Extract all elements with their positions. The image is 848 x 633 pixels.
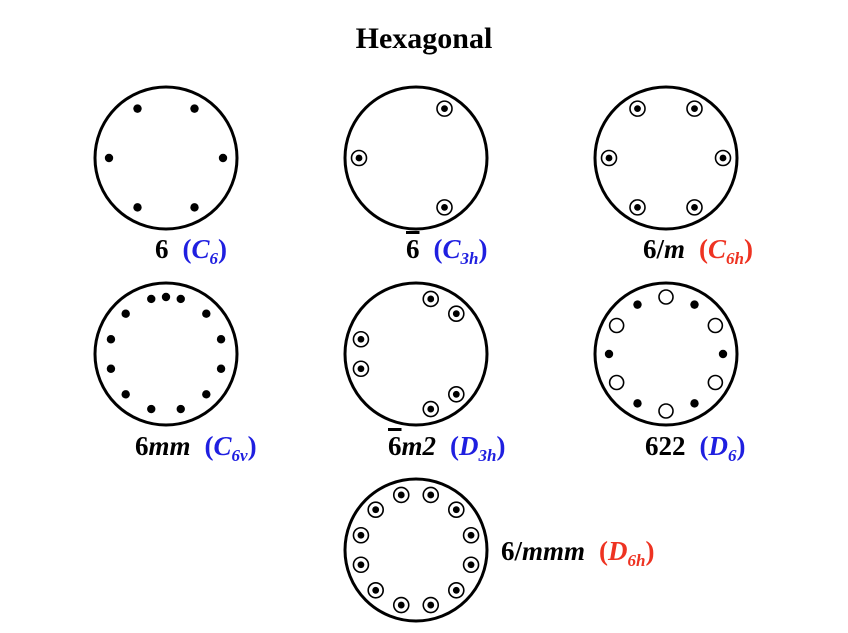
diagram-title: Hexagonal <box>355 22 493 55</box>
hm-symbol: 6/mmm <box>501 536 586 566</box>
pole-dot <box>690 300 699 309</box>
schoenflies-symbol: (C6h) <box>699 234 754 268</box>
label-6: 6 (C6) <box>155 234 228 268</box>
label-6mm: 6mm (C6v) <box>135 431 257 465</box>
schoenflies-symbol: (C3h) <box>433 234 488 268</box>
pole-circle-dot <box>462 526 480 544</box>
pole-circle-dot <box>350 149 368 167</box>
pole-circle-dot <box>352 526 370 544</box>
pole-circle-dot <box>352 360 370 378</box>
pole-dot <box>216 364 226 373</box>
hm-symbol: 6 <box>406 234 420 264</box>
pole-dot <box>216 335 226 344</box>
pole-circle-dot <box>367 582 384 599</box>
pole-dot <box>690 399 699 408</box>
pole-open-circle <box>707 374 724 391</box>
primitive-circle <box>93 281 239 427</box>
pole-circle-dot <box>422 486 440 504</box>
primitive-circle <box>343 281 489 427</box>
primitive-circle <box>343 477 489 623</box>
hm-symbol: 6m2 <box>388 431 437 461</box>
schoenflies-symbol: (D6h) <box>599 536 655 570</box>
pole-circle-dot <box>686 199 703 216</box>
pole-circle-dot <box>714 149 732 167</box>
hm-symbol: 622 <box>645 431 686 461</box>
pole-dot <box>604 349 614 359</box>
stereogram-6 <box>93 85 239 231</box>
pole-dot <box>106 364 116 373</box>
pole-dot <box>633 399 642 408</box>
pole-dot <box>121 309 130 318</box>
stereogram--6 <box>343 85 489 231</box>
schoenflies-symbol: (D3h) <box>450 431 506 465</box>
stereogram-6mm <box>93 281 239 427</box>
pole-dot <box>176 404 185 414</box>
pole-circle-dot <box>448 582 465 599</box>
schoenflies-symbol: (C6v) <box>204 431 257 465</box>
pole-dot <box>718 349 728 359</box>
pole-dot <box>633 300 642 309</box>
pole-dot <box>176 294 185 304</box>
primitive-circle <box>593 85 739 231</box>
stereogram-622 <box>593 281 739 427</box>
pole-dot <box>147 294 156 304</box>
pole-circle-dot <box>422 400 440 418</box>
pole-circle-dot <box>392 596 410 614</box>
pole-circle-dot <box>629 199 646 216</box>
pole-dot <box>133 203 142 212</box>
schoenflies-symbol: (D6) <box>699 431 746 465</box>
label-bar6m2: 6m2 (D3h) <box>388 431 506 465</box>
pole-circle-dot <box>629 100 646 117</box>
primitive-circle <box>93 85 239 231</box>
pole-circle-dot <box>436 199 453 216</box>
pole-circle-dot <box>422 290 440 308</box>
pole-circle-dot <box>352 330 370 348</box>
pole-open-circle <box>608 374 625 391</box>
primitive-circle <box>343 85 489 231</box>
pole-dot <box>202 309 211 318</box>
pole-dot <box>121 390 130 399</box>
pole-circle-dot <box>448 305 465 322</box>
pole-circle-dot <box>436 100 453 117</box>
pole-dot <box>218 153 228 163</box>
pole-circle-dot <box>462 556 480 574</box>
primitive-circle <box>593 281 739 427</box>
pole-circle-dot <box>367 501 384 518</box>
pole-open-circle <box>707 317 724 334</box>
pole-dot <box>190 104 199 113</box>
stereogram-6/m <box>593 85 739 231</box>
pole-dot <box>147 404 156 414</box>
pole-circle-dot <box>352 556 370 574</box>
pole-circle-dot <box>448 501 465 518</box>
pole-dot <box>133 104 142 113</box>
pole-circle-dot <box>600 149 618 167</box>
hm-symbol: 6/m <box>643 234 686 264</box>
stereogram-6/mmm <box>343 477 489 623</box>
pole-circle-dot <box>686 100 703 117</box>
label-6-mmm: 6/mmm (D6h) <box>501 536 655 570</box>
pole-dot <box>190 203 199 212</box>
pole-circle-dot <box>422 596 440 614</box>
pole-open-circle <box>658 403 674 419</box>
label-bar6: 6 (C3h) <box>406 234 488 268</box>
pole-open-circle <box>658 289 674 305</box>
pole-circle-dot <box>448 386 465 403</box>
pole-dot <box>161 292 171 302</box>
label-6-m: 6/m (C6h) <box>643 234 754 268</box>
hm-symbol: 6mm <box>135 431 191 461</box>
label-622: 622 (D6) <box>645 431 746 465</box>
pole-open-circle <box>608 317 625 334</box>
pole-dot <box>104 153 114 163</box>
pole-dot <box>106 335 116 344</box>
pole-dot <box>202 390 211 399</box>
hm-symbol: 6 <box>155 234 169 264</box>
pole-circle-dot <box>392 486 410 504</box>
stereogram--6m2 <box>343 281 489 427</box>
schoenflies-symbol: (C6) <box>182 234 228 268</box>
